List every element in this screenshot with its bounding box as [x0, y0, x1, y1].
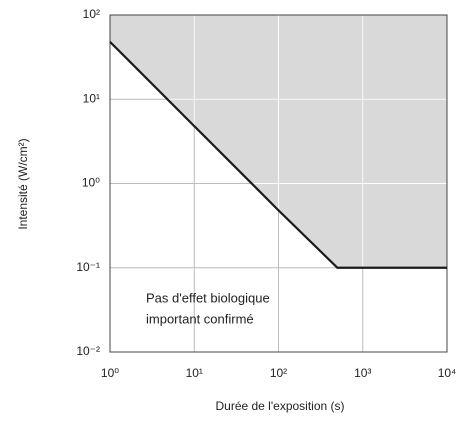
y-tick-label: 10² — [83, 7, 100, 21]
x-tick-label: 10⁴ — [438, 366, 457, 380]
annotation: important confirmé — [146, 311, 254, 326]
x-tick-label: 10⁰ — [101, 366, 119, 380]
y-tick-label: 10⁻² — [76, 344, 100, 358]
plot-frame — [109, 14, 448, 353]
x-axis-label: Durée de l'exposition (s) — [215, 399, 344, 413]
y-tick-label: 10¹ — [83, 91, 100, 105]
x-tick-label: 10² — [270, 366, 287, 380]
annotation: Pas d'effet biologique — [146, 290, 270, 305]
data-line — [109, 41, 447, 269]
x-tick-label: 10³ — [354, 366, 371, 380]
x-tick-label: 10¹ — [186, 366, 203, 380]
y-axis-label: Intensité (W/cm²) — [16, 138, 30, 229]
y-tick-label: 10⁰ — [82, 176, 100, 190]
y-tick-label: 10⁻¹ — [76, 260, 100, 274]
